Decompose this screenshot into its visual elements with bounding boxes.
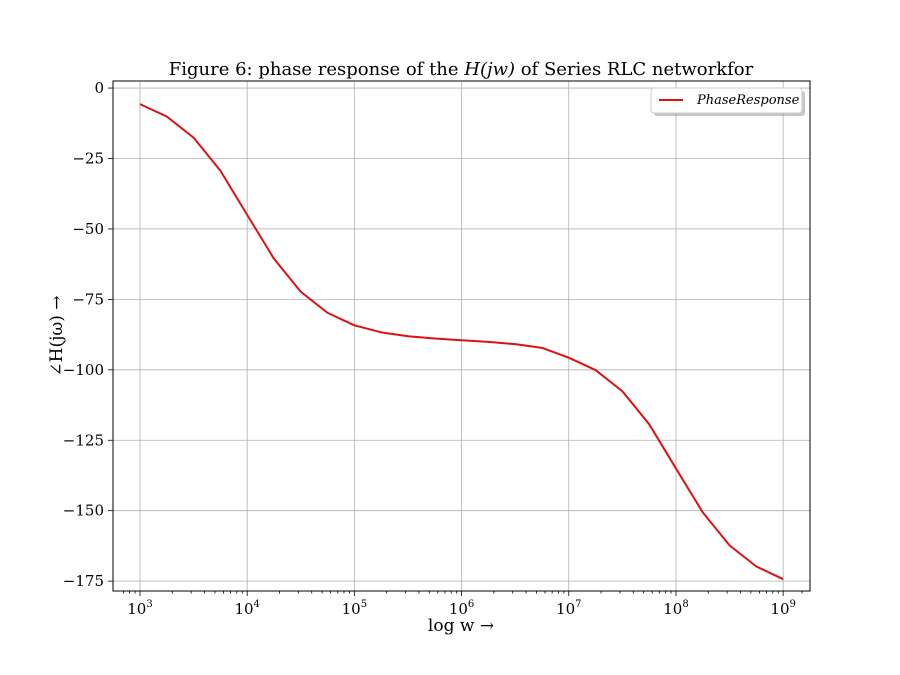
x-tick-label: 103 bbox=[127, 599, 152, 618]
y-tick-label: −150 bbox=[63, 502, 104, 520]
y-tick-label: −25 bbox=[72, 149, 104, 167]
chart-title: Figure 6: phase response of the H(jw) of… bbox=[169, 59, 754, 80]
x-tick-labels: 103 104 105 106 107 108 109 bbox=[127, 599, 796, 618]
y-tick-label: −125 bbox=[63, 431, 104, 449]
chart-title-suffix: of Series RLC networkfor bbox=[515, 59, 754, 80]
chart-title-prefix: Figure 6: phase response of the bbox=[169, 59, 465, 80]
series-layer bbox=[139, 103, 784, 581]
y-tick-label: −175 bbox=[63, 572, 104, 590]
legend: PhaseResponse bbox=[650, 87, 805, 116]
y-tick-labels: 0 −25 −50 −75 −100 −125 −150 −175 bbox=[63, 79, 104, 590]
tick-marks bbox=[108, 87, 803, 596]
y-tick-label: −50 bbox=[72, 220, 104, 238]
y-tick-label: −100 bbox=[63, 361, 104, 379]
y-axis-title: ∠H(jω) → bbox=[47, 295, 67, 376]
chart-title-math: H(jw) bbox=[463, 59, 515, 80]
x-tick-label: 106 bbox=[449, 599, 474, 618]
x-tick-label: 108 bbox=[663, 599, 688, 618]
legend-label: PhaseResponse bbox=[696, 93, 800, 108]
x-tick-label: 104 bbox=[234, 599, 259, 618]
grid-lines bbox=[113, 81, 810, 591]
legend-box bbox=[650, 87, 803, 114]
x-tick-label: 109 bbox=[770, 599, 795, 618]
x-tick-label: 107 bbox=[556, 599, 581, 618]
y-tick-label: 0 bbox=[94, 79, 104, 97]
series-line-phase-response bbox=[139, 103, 784, 581]
x-tick-label: 105 bbox=[342, 599, 367, 618]
y-tick-label: −75 bbox=[72, 290, 104, 308]
x-axis-title: log w → bbox=[428, 616, 494, 636]
